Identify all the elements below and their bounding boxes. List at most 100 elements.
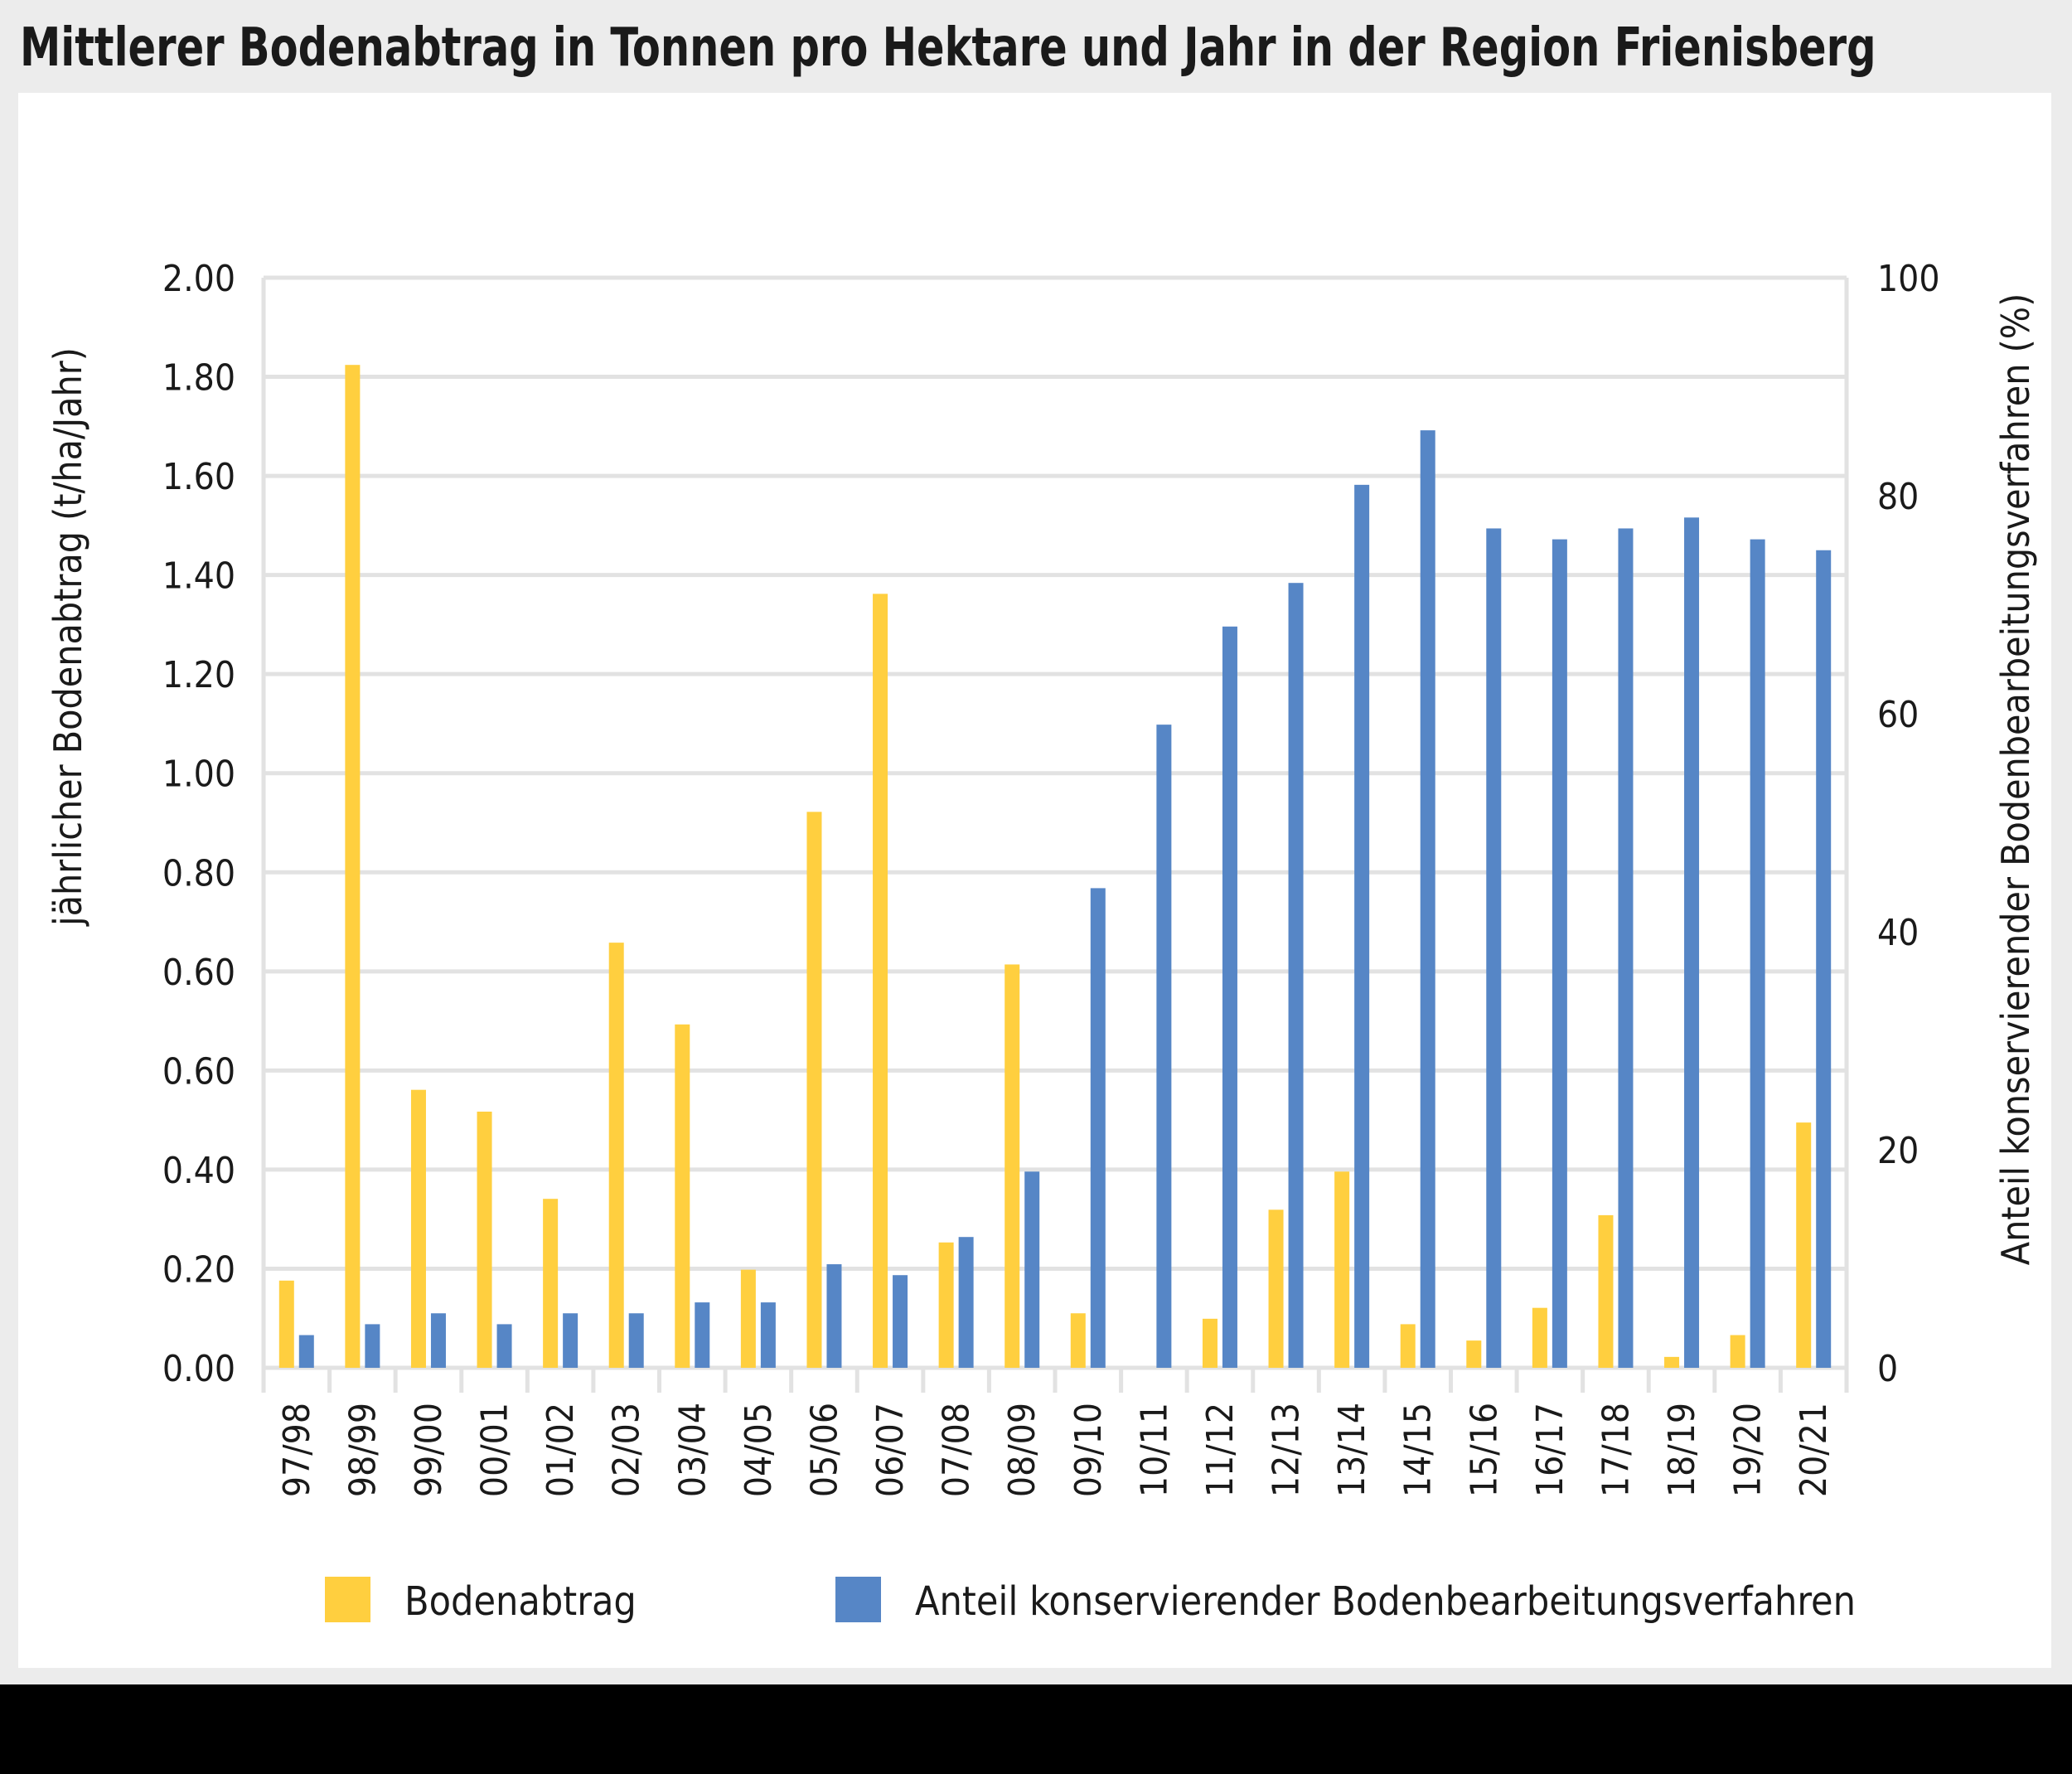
chart-title: Mittlerer Bodenabtrag in Tonnen pro Hekt… bbox=[20, 17, 1876, 79]
bar-anteil bbox=[1024, 1171, 1040, 1368]
bar-bodenabtrag bbox=[278, 1280, 294, 1368]
bar-bodenabtrag bbox=[410, 1089, 426, 1368]
bar-bodenabtrag bbox=[1268, 1209, 1284, 1368]
bar-anteil bbox=[1354, 484, 1370, 1368]
x-axis-tick-label: 15/16 bbox=[1463, 1403, 1505, 1497]
bar-anteil bbox=[496, 1324, 512, 1368]
y-axis-left-tick-label: 1.20 bbox=[162, 654, 235, 696]
x-axis-tick-label: 04/05 bbox=[738, 1403, 780, 1497]
bar-bodenabtrag bbox=[1598, 1214, 1614, 1368]
x-axis-tick-label: 02/03 bbox=[606, 1403, 648, 1497]
bar-bodenabtrag bbox=[1796, 1122, 1812, 1368]
bar-anteil bbox=[1222, 626, 1237, 1368]
bars bbox=[278, 365, 1832, 1369]
x-axis-tick-label: 99/00 bbox=[408, 1403, 450, 1497]
x-axis-ticks: 97/98 98/99 99/00 00/01 01/02 02/03 03/04 04/05… bbox=[276, 1403, 1835, 1497]
x-axis-tick-label: 06/07 bbox=[869, 1403, 912, 1497]
legend-label-bodenabtrag: Bodenabtrag bbox=[404, 1578, 637, 1625]
bar-anteil bbox=[958, 1237, 974, 1368]
y-axis-left-tick-label: 1.40 bbox=[162, 555, 235, 598]
y-axis-left-tick-label: 0.60 bbox=[162, 952, 235, 994]
bar-anteil bbox=[893, 1275, 908, 1368]
y-axis-right-title: Anteil konservierender Bodenbearbeitungs… bbox=[1993, 293, 2038, 1265]
bar-bodenabtrag bbox=[477, 1111, 492, 1368]
x-axis-tick-label: 03/04 bbox=[671, 1403, 714, 1497]
gridlines bbox=[264, 275, 1847, 1370]
x-axis-tick-label: 20/21 bbox=[1793, 1403, 1835, 1497]
x-axis-tick-label: 01/02 bbox=[540, 1403, 582, 1497]
bar-bodenabtrag bbox=[1664, 1356, 1680, 1368]
y-axis-left-tick-label: 0.20 bbox=[162, 1248, 235, 1291]
y-axis-left-tick-label: 0.40 bbox=[162, 1150, 235, 1192]
bar-bodenabtrag bbox=[675, 1024, 690, 1368]
y-axis-left-tick-label: 1.80 bbox=[162, 357, 235, 400]
y-axis-right-ticks: 0 20 40 60 80 100 bbox=[1877, 258, 1940, 1390]
bar-bodenabtrag bbox=[345, 365, 361, 1369]
legend-swatch-anteil bbox=[835, 1577, 881, 1622]
bar-bodenabtrag bbox=[1070, 1313, 1086, 1368]
bar-bodenabtrag bbox=[1400, 1324, 1416, 1368]
bar-anteil bbox=[1288, 583, 1304, 1368]
footer-bar bbox=[0, 1684, 2072, 1774]
x-axis-tick-label: 13/14 bbox=[1331, 1403, 1373, 1497]
bar-anteil bbox=[628, 1313, 644, 1368]
bar-anteil bbox=[695, 1302, 710, 1368]
x-axis-tick-label: 16/17 bbox=[1529, 1403, 1571, 1497]
y-axis-right-tick-label: 20 bbox=[1877, 1130, 1919, 1172]
bar-bodenabtrag bbox=[740, 1269, 756, 1368]
x-axis-tick-label: 98/99 bbox=[341, 1403, 384, 1497]
y-axis-left-tick-label: 2.00 bbox=[162, 258, 235, 300]
y-axis-left-tick-label: 1.00 bbox=[162, 754, 235, 796]
bar-bodenabtrag bbox=[1005, 964, 1020, 1368]
bar-bodenabtrag bbox=[1466, 1340, 1482, 1368]
bar-anteil bbox=[1090, 888, 1106, 1368]
x-axis-tick-label: 00/01 bbox=[474, 1403, 516, 1497]
legend-label-anteil: Anteil konservierender Bodenbearbeitungs… bbox=[915, 1578, 1856, 1625]
x-axis-tick-label: 08/09 bbox=[1001, 1403, 1043, 1497]
axes bbox=[261, 278, 1849, 1393]
x-axis-tick-label: 11/12 bbox=[1199, 1403, 1242, 1497]
y-axis-left-tick-label: 0.00 bbox=[162, 1348, 235, 1390]
y-axis-left-tick-label: 1.60 bbox=[162, 456, 235, 498]
bar-anteil bbox=[1750, 539, 1765, 1368]
bar-anteil bbox=[365, 1324, 380, 1368]
bar-anteil bbox=[430, 1313, 446, 1368]
x-axis-tick-label: 05/06 bbox=[803, 1403, 845, 1497]
y-axis-right-tick-label: 40 bbox=[1877, 912, 1919, 954]
y-axis-left-title: jährlicher Bodenabtrag (t/ha/Jahr) bbox=[46, 347, 90, 927]
y-axis-left-ticks: 0.00 0.20 0.40 0.60 0.60 0.80 1.00 1.20 1.40 1.60… bbox=[162, 258, 235, 1390]
bar-anteil bbox=[760, 1302, 776, 1368]
bar-anteil bbox=[563, 1313, 579, 1368]
x-axis-tick-label: 09/10 bbox=[1067, 1403, 1110, 1497]
bar-bodenabtrag bbox=[938, 1242, 954, 1368]
bar-bodenabtrag bbox=[1202, 1318, 1218, 1368]
bar-bodenabtrag bbox=[543, 1199, 559, 1368]
bar-anteil bbox=[826, 1264, 842, 1368]
bar-anteil bbox=[1816, 550, 1832, 1368]
bar-anteil bbox=[1420, 430, 1435, 1368]
y-axis-right-tick-label: 0 bbox=[1877, 1348, 1898, 1390]
y-axis-right-tick-label: 100 bbox=[1877, 258, 1940, 300]
x-axis-tick-label: 19/20 bbox=[1727, 1403, 1769, 1497]
x-axis-tick-label: 14/15 bbox=[1397, 1403, 1440, 1497]
bar-bodenabtrag bbox=[1532, 1307, 1547, 1368]
x-axis-tick-label: 07/08 bbox=[936, 1403, 978, 1497]
bar-bodenabtrag bbox=[873, 594, 888, 1368]
bar-anteil bbox=[1684, 517, 1700, 1368]
bar-anteil bbox=[1486, 528, 1502, 1368]
bar-anteil bbox=[1552, 539, 1567, 1368]
legend-swatch-bodenabtrag bbox=[325, 1577, 370, 1622]
bar-bodenabtrag bbox=[806, 812, 822, 1368]
x-axis-tick-label: 18/19 bbox=[1661, 1403, 1703, 1497]
bar-bodenabtrag bbox=[1730, 1335, 1745, 1368]
x-axis-tick-label: 10/11 bbox=[1133, 1403, 1175, 1497]
bar-anteil bbox=[1618, 528, 1634, 1368]
bar-anteil bbox=[298, 1335, 314, 1368]
bar-anteil bbox=[1156, 725, 1172, 1368]
bar-bodenabtrag bbox=[1334, 1171, 1350, 1368]
bar-bodenabtrag bbox=[608, 943, 624, 1368]
y-axis-right-tick-label: 80 bbox=[1877, 476, 1919, 518]
legend: Bodenabtrag Anteil konservierender Boden… bbox=[325, 1577, 1856, 1625]
y-axis-left-tick-label: 0.60 bbox=[162, 1050, 235, 1093]
